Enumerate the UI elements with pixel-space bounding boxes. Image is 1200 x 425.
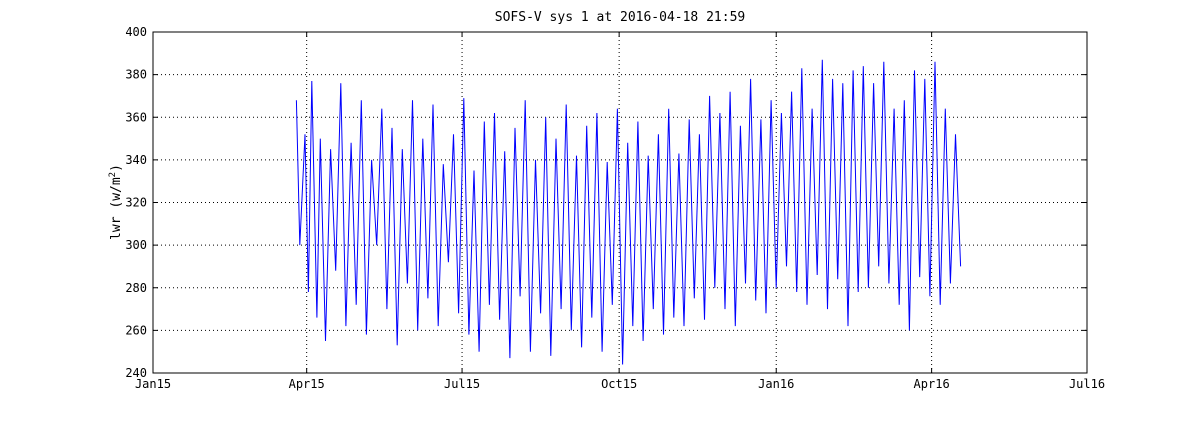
y-axis-label-close: ) — [109, 164, 124, 172]
series-layer — [295, 59, 962, 365]
x-tick-label-5: Apr16 — [914, 377, 950, 391]
y-tick-label-7: 380 — [125, 68, 147, 82]
grid-lines — [153, 32, 1087, 373]
y-tick-label-4: 320 — [125, 196, 147, 210]
y-tick-label-6: 360 — [125, 110, 147, 124]
y-tick-label-8: 400 — [125, 25, 147, 39]
chart-title: SOFS-V sys 1 at 2016-04-18 21:59 — [495, 10, 745, 25]
y-tick-label-1: 260 — [125, 323, 147, 337]
y-axis-label-main: lwr (w/m — [109, 177, 124, 240]
x-tick-label-0: Jan15 — [135, 377, 171, 391]
y-tick-label-0: 240 — [125, 366, 147, 380]
x-tick-label-2: Jul15 — [444, 377, 480, 391]
axis-ticks: Jan15 Apr15 Jul15 Oct15 Jan16 Apr16 Jul16 240 26… — [125, 25, 1105, 391]
x-tick-label-4: Jan16 — [758, 377, 794, 391]
x-tick-label-6: Jul16 — [1069, 377, 1105, 391]
x-tick-label-3: Oct15 — [601, 377, 637, 391]
y-tick-label-2: 280 — [125, 281, 147, 295]
y-tick-label-5: 340 — [125, 153, 147, 167]
x-tick-label-1: Apr15 — [289, 377, 325, 391]
y-tick-label-3: 300 — [125, 238, 147, 252]
y-axis-label-superscript: 2 — [108, 172, 118, 177]
series-line-0 — [295, 59, 962, 365]
y-axis-label: lwr (w/m2) — [108, 164, 124, 240]
